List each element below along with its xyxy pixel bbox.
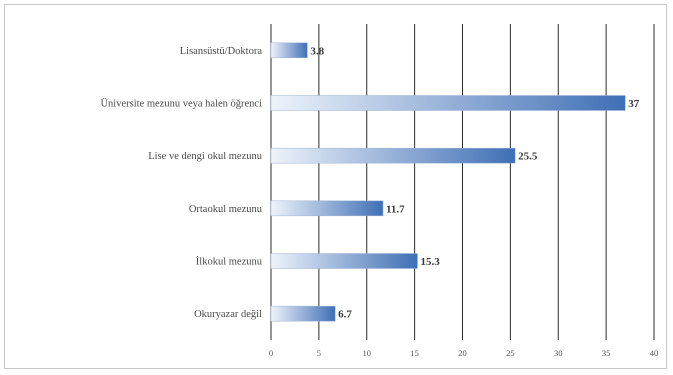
grid-lines bbox=[270, 24, 655, 340]
category-label: İlkokul mezunu bbox=[196, 256, 263, 268]
x-tick-label: 40 bbox=[650, 348, 659, 358]
data-label: 3.8 bbox=[310, 45, 324, 57]
x-tick-label: 20 bbox=[458, 348, 467, 358]
x-tick-label: 5 bbox=[317, 348, 321, 358]
bar bbox=[270, 147, 516, 164]
x-tick-label: 10 bbox=[363, 348, 372, 358]
bar bbox=[270, 305, 336, 322]
category-label: Okuryazar değil bbox=[194, 309, 262, 320]
x-tick-label: 25 bbox=[506, 348, 515, 358]
bars bbox=[270, 42, 626, 322]
chart-frame bbox=[4, 4, 667, 369]
data-label: 37 bbox=[628, 98, 640, 110]
data-label: 6.7 bbox=[338, 309, 352, 321]
data-label: 11.7 bbox=[386, 203, 405, 215]
data-label: 25.5 bbox=[518, 151, 538, 163]
x-tick-label: 30 bbox=[554, 348, 563, 358]
bar bbox=[270, 200, 384, 217]
category-label: Ortaokul mezunu bbox=[189, 204, 263, 215]
x-tick-label: 0 bbox=[269, 348, 273, 358]
labels: 0 5 10 15 20 25 30 35 40 Lisansüstü/Doktora 3.8 Üni… bbox=[100, 45, 658, 358]
data-label: 15.3 bbox=[420, 256, 440, 268]
category-label: Lise ve dengi okul mezunu bbox=[148, 151, 262, 162]
bar bbox=[270, 42, 308, 59]
category-label: Lisansüstü/Doktora bbox=[180, 46, 263, 57]
category-label: Üniversite mezunu veya halen öğrenci bbox=[100, 98, 262, 110]
x-tick-label: 15 bbox=[410, 348, 419, 358]
bar bbox=[270, 95, 626, 111]
x-tick-label: 35 bbox=[602, 348, 611, 358]
bar bbox=[270, 253, 418, 269]
